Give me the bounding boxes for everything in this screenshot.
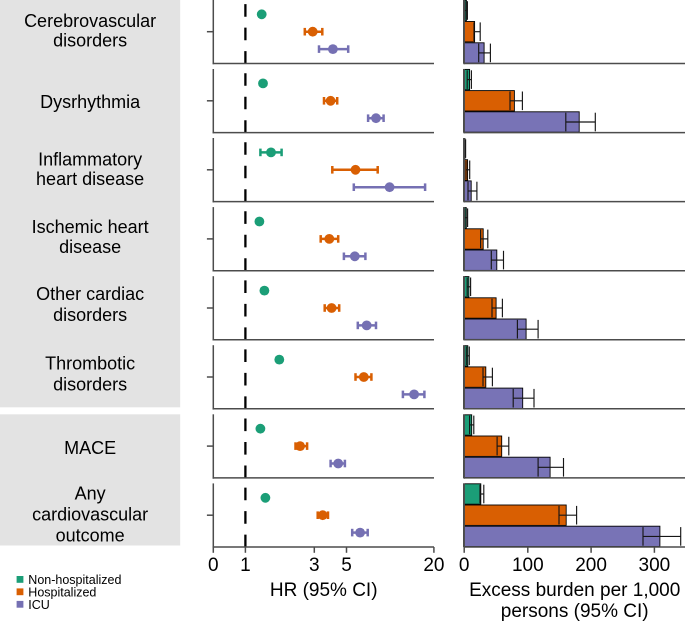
- svg-text:Ischemic heart: Ischemic heart: [32, 217, 149, 237]
- svg-text:3: 3: [309, 555, 320, 576]
- svg-text:1: 1: [240, 555, 251, 576]
- svg-text:persons (95% CI): persons (95% CI): [501, 601, 649, 622]
- svg-text:Inflammatory: Inflammatory: [38, 149, 142, 169]
- svg-text:Other cardiac: Other cardiac: [36, 284, 144, 304]
- svg-text:300: 300: [639, 555, 671, 576]
- svg-text:ICU: ICU: [28, 598, 50, 612]
- svg-text:Hospitalized: Hospitalized: [28, 585, 96, 599]
- svg-text:HR (95% CI): HR (95% CI): [270, 580, 378, 601]
- svg-text:Cerebrovascular: Cerebrovascular: [24, 11, 156, 31]
- svg-text:MACE: MACE: [64, 438, 116, 458]
- svg-text:disease: disease: [59, 237, 121, 257]
- svg-text:Dysrhythmia: Dysrhythmia: [40, 92, 141, 112]
- svg-text:cardiovascular: cardiovascular: [32, 505, 148, 525]
- svg-text:disorders: disorders: [53, 305, 127, 325]
- svg-text:Non-hospitalized: Non-hospitalized: [28, 573, 121, 587]
- svg-text:200: 200: [575, 555, 607, 576]
- svg-text:100: 100: [512, 555, 544, 576]
- svg-text:disorders: disorders: [53, 31, 127, 51]
- svg-text:0: 0: [459, 555, 470, 576]
- svg-text:20: 20: [423, 555, 444, 576]
- svg-text:Any: Any: [75, 484, 106, 504]
- svg-text:disorders: disorders: [53, 375, 127, 395]
- svg-text:heart disease: heart disease: [36, 169, 144, 189]
- svg-text:0: 0: [208, 555, 219, 576]
- svg-text:5: 5: [341, 555, 352, 576]
- svg-text:outcome: outcome: [56, 526, 125, 546]
- svg-text:Thrombotic: Thrombotic: [45, 354, 135, 374]
- svg-text:Excess burden per 1,000: Excess burden per 1,000: [469, 580, 680, 601]
